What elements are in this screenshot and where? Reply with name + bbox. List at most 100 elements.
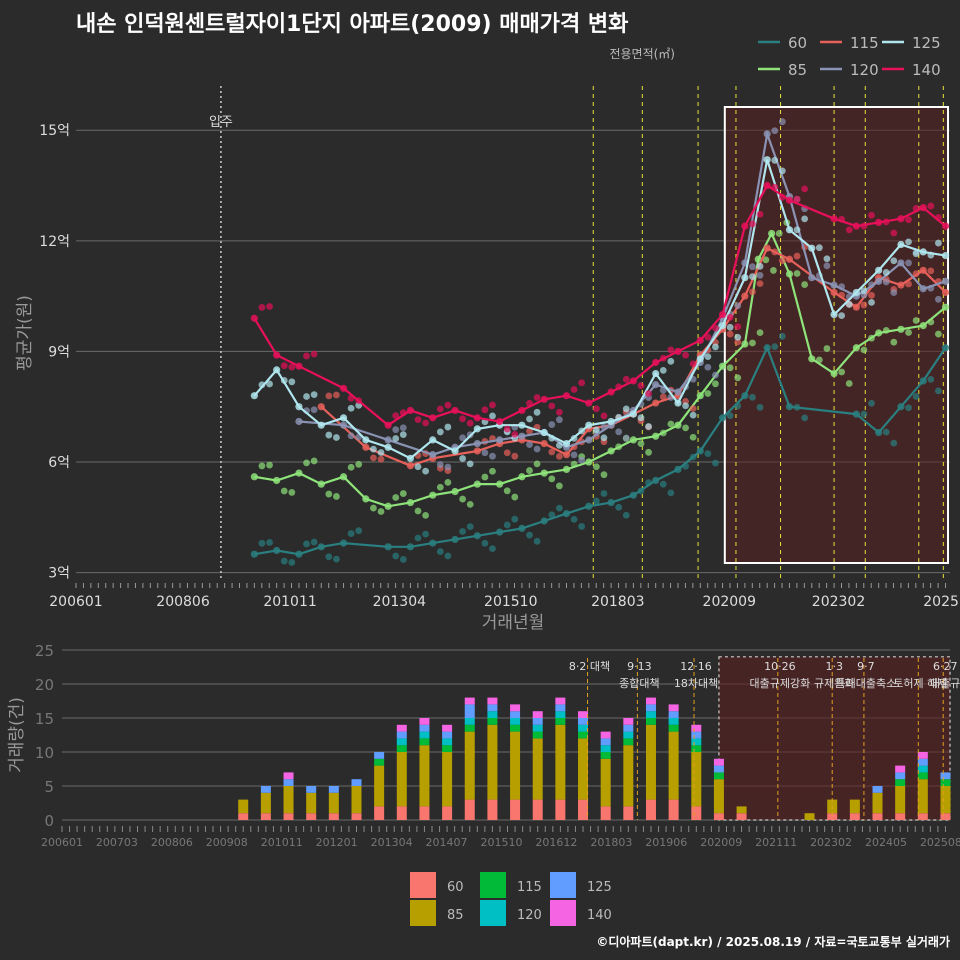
data-point-60 [860,410,868,418]
bar-y-tick-label: 5 [44,778,54,796]
bar-highlight-region [718,656,951,821]
data-point-85 [734,374,742,382]
data-point-115 [793,252,801,260]
data-point-85 [785,270,794,278]
bar-x-tick-label: 200703 [96,836,138,849]
policy-label-name: 특례대출축소 [836,677,897,690]
data-point-125 [815,244,823,252]
bar-segment-125 [442,731,453,739]
data-point-125 [793,226,801,234]
data-point-85 [667,420,675,428]
data-point-120 [585,436,593,444]
data-point-140 [540,395,548,403]
data-point-85 [429,491,437,499]
data-point-60 [347,530,355,537]
bar-segment-60 [668,799,679,820]
data-point-125 [414,463,422,471]
data-point-140 [875,218,883,227]
data-point-125 [696,355,704,363]
data-point-125 [399,431,407,438]
data-point-60 [258,539,266,547]
bar-segment-60 [487,799,498,820]
data-point-85 [689,433,697,441]
data-point-120 [897,259,905,267]
data-point-120 [830,281,838,289]
data-point-85 [852,344,860,352]
data-point-85 [801,281,809,288]
data-point-140 [935,214,942,221]
legend-label-140: 140 [912,61,941,79]
data-point-115 [406,462,415,470]
data-point-60 [652,476,660,485]
y-tick-label: 3억 [48,566,70,582]
bar-segment-85 [306,792,317,814]
bar-segment-140 [645,697,656,705]
data-point-140 [882,218,890,226]
data-point-120 [436,461,444,468]
data-point-60 [875,428,883,437]
bar-segment-85 [645,724,656,800]
bar-segment-140 [895,765,906,773]
policy-label-date: 10·26 [764,660,796,673]
data-point-140 [347,394,355,402]
data-point-125 [629,410,637,418]
bar-segment-115 [442,745,453,752]
data-point-120 [347,432,355,440]
data-point-85 [258,462,266,470]
data-point-140 [645,390,652,397]
data-point-85 [905,329,912,336]
bar-segment-115 [532,731,543,739]
bar-segment-85 [283,786,294,814]
data-point-125 [726,323,734,331]
bar-segment-85 [895,786,906,814]
bar-segment-115 [419,738,430,746]
data-point-125 [392,435,400,442]
data-point-85 [503,487,511,495]
data-point-85 [370,504,377,512]
data-point-120 [622,434,630,442]
bar-segment-140 [283,772,294,780]
data-point-60 [645,479,652,487]
data-point-60 [763,344,771,352]
data-point-85 [339,473,348,481]
data-point-120 [919,285,927,293]
data-point-60 [496,528,504,536]
legend-title: 전용면적(㎡) [609,47,675,61]
data-point-125 [518,421,526,429]
data-point-140 [801,185,809,193]
data-point-60 [852,410,860,418]
data-point-125 [771,156,779,164]
legend-label-60: 60 [788,34,807,52]
data-point-60 [429,539,437,547]
bar-segment-115 [713,772,724,780]
data-point-85 [741,340,749,348]
data-point-60 [600,490,608,497]
data-point-60 [771,343,779,351]
data-point-140 [258,303,266,311]
data-point-140 [406,406,415,415]
bar-x-tick-label: 201304 [371,836,413,849]
data-point-120 [734,302,742,310]
data-point-85 [466,501,474,508]
data-point-125 [845,300,853,308]
data-point-125 [860,287,868,295]
bar-segment-115 [578,731,589,739]
data-point-140 [570,386,578,393]
data-point-125 [459,455,467,462]
data-point-60 [250,550,258,558]
data-point-125 [533,408,541,416]
data-point-60 [629,491,637,499]
data-point-140 [384,421,392,429]
data-point-85 [808,355,816,363]
bar-segment-125 [895,772,906,780]
bar-x-tick-label: 202111 [755,836,797,849]
data-point-125 [333,434,340,441]
data-point-125 [712,343,719,351]
data-point-120 [823,262,831,270]
data-point-140 [756,210,764,218]
data-point-140 [852,222,860,230]
data-point-120 [481,449,489,457]
bar-x-tick-label: 200806 [151,836,193,849]
data-point-140 [578,379,586,387]
data-point-60 [280,557,288,565]
